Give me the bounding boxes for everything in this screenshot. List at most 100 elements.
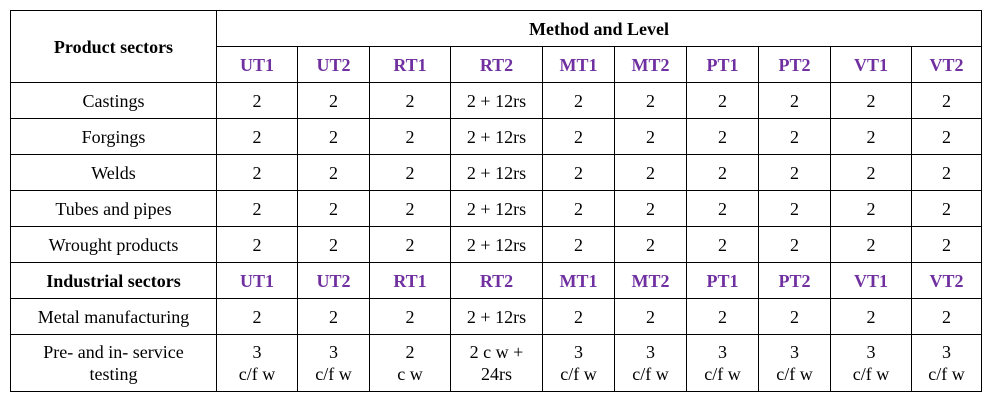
table-cell: 2 + 12rs (450, 154, 543, 191)
table-cell: 2 (614, 298, 687, 335)
table-cell: 2 (910, 226, 983, 263)
table-cell: 2 (542, 118, 615, 155)
table-row: Metal manufacturing 2 2 2 2 + 12rs 2 2 2 2 2 2 (10, 298, 983, 335)
table-cell-line: 2 + 12rs (466, 306, 527, 327)
method-header-rt1: RT1 (369, 46, 451, 83)
table-cell: 2 (830, 154, 912, 191)
table-cell: 3 c/f w (910, 334, 983, 392)
table-cell-line: c/f w (632, 364, 669, 384)
table-cell-line: c w (397, 364, 423, 384)
table-cell-line: c/f w (704, 364, 741, 384)
table-cell: 2 (758, 118, 831, 155)
table-cell-line: c/f w (560, 364, 597, 384)
row-label: Metal manufacturing (10, 298, 217, 335)
table-cell-line: 2 (646, 306, 655, 327)
method-level-header: Method and Level (215, 10, 983, 47)
table-cell-line: 3 (790, 342, 799, 362)
table-row: Tubes and pipes 2 2 2 2 + 12rs 2 2 2 2 2 2 (10, 190, 983, 227)
table-cell: 3 c/f w (216, 334, 298, 392)
table-cell: 2 (830, 190, 912, 227)
table-cell-line: c/f w (928, 364, 965, 384)
table-cell-line: 24rs (481, 364, 512, 384)
table-cell: 2 (216, 118, 298, 155)
table-cell: 2 + 12rs (450, 82, 543, 119)
table-cell: 2 (216, 154, 298, 191)
method-header-vt2: VT2 (910, 262, 983, 299)
industrial-header-row: Industrial sectors UT1 UT2 RT1 RT2 MT1 MT2 PT1 P… (10, 262, 983, 299)
table-cell-line: c/f w (238, 364, 276, 384)
table-cell: 2 (369, 82, 451, 119)
ndt-qualification-table: Product sectors Method and Level UT1 UT2 R… (10, 10, 983, 392)
method-row: UT1 UT2 RT1 RT2 MT1 MT2 PT1 PT2 VT1 VT2 (11, 46, 983, 83)
table-cell-line: c/f w (315, 364, 352, 384)
table-cell: 2 (910, 154, 983, 191)
method-header-mt2: MT2 (614, 46, 687, 83)
table-cell: 2 (758, 298, 831, 335)
table-row: Welds 2 2 2 2 + 12rs 2 2 2 2 2 2 (10, 154, 983, 191)
table-cell: 2 (686, 190, 759, 227)
method-header-ut2: UT2 (297, 262, 370, 299)
method-header-pt2: PT2 (758, 262, 831, 299)
table-cell: 2 (297, 154, 370, 191)
table-cell: 3 c/f w (830, 334, 912, 392)
table-cell: 2 (614, 154, 687, 191)
method-header-vt1: VT1 (830, 262, 912, 299)
table-cell: 2 (542, 298, 615, 335)
table-cell: 2 (297, 226, 370, 263)
table-cell: 2 (297, 298, 370, 335)
table-cell: 2 (910, 190, 983, 227)
table-row: Forgings 2 2 2 2 + 12rs 2 2 2 2 2 2 (10, 118, 983, 155)
table-cell: 2 (830, 82, 912, 119)
table-cell: 2 (216, 82, 298, 119)
table-cell: 2 + 12rs (450, 298, 543, 335)
table-cell: 2 (686, 298, 759, 335)
table-cell-line: 3 (574, 342, 583, 362)
table-cell-line: 2 (405, 306, 415, 327)
table-cell: 3 c/f w (758, 334, 831, 392)
table-body: Product sectors Method and Level UT1 UT2 R… (10, 10, 983, 392)
method-header-pt2: PT2 (758, 46, 831, 83)
table-cell: 2 + 12rs (450, 190, 543, 227)
industrial-sectors-header: Industrial sectors (10, 262, 217, 299)
table-cell: 2 (758, 82, 831, 119)
table-cell-line: 2 (718, 306, 727, 327)
table-cell: 2 + 12rs (450, 226, 543, 263)
table-cell: 2 (369, 118, 451, 155)
method-header-ut1: UT1 (216, 46, 298, 83)
method-header-pt1: PT1 (686, 46, 759, 83)
table-cell: 2 (369, 154, 451, 191)
table-cell-line: c/f w (776, 364, 813, 384)
method-header-rt2: RT2 (450, 46, 543, 83)
method-header-pt1: PT1 (686, 262, 759, 299)
table-cell: 2 (758, 154, 831, 191)
table-cell: 2 (830, 298, 912, 335)
table-cell: 3 c/f w (686, 334, 759, 392)
table-cell: 3 c/f w (614, 334, 687, 392)
table-cell: 2 (297, 82, 370, 119)
table-cell-line: 3 (252, 342, 262, 362)
table-cell-line: 3 (718, 342, 727, 362)
method-header-ut2: UT2 (297, 46, 370, 83)
table-cell: 2 (910, 298, 983, 335)
table-cell: 2 (686, 226, 759, 263)
table-cell: 2 (542, 226, 615, 263)
table-cell: 2 (297, 118, 370, 155)
table-cell: 2 (614, 190, 687, 227)
table-cell-line: 3 (866, 342, 876, 362)
table-cell-line: 2 (790, 306, 799, 327)
product-sectors-header: Product sectors (10, 10, 217, 83)
row-label: Forgings (10, 118, 217, 155)
table-cell-line: 2 (942, 306, 951, 327)
table-cell: 2 (758, 226, 831, 263)
method-header-mt2: MT2 (614, 262, 687, 299)
row-label: Castings (10, 82, 217, 119)
row-label: Pre- and in- service testing (10, 334, 217, 392)
table-row: Castings 2 2 2 2 + 12rs 2 2 2 2 2 2 (10, 82, 983, 119)
table-cell: 2 (542, 82, 615, 119)
table-cell-line: c/f w (852, 364, 890, 384)
table-cell: 2 (686, 82, 759, 119)
row-label-line: Pre- and in- service (43, 342, 184, 362)
table-cell: 2 (830, 118, 912, 155)
table-cell: 2 (910, 82, 983, 119)
